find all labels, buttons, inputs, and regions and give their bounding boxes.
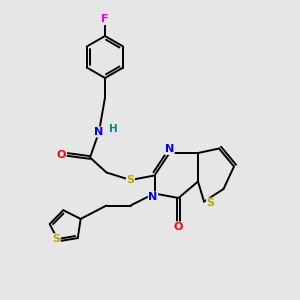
Text: O: O xyxy=(56,149,66,160)
Text: F: F xyxy=(101,14,109,25)
Text: N: N xyxy=(165,144,174,154)
Text: N: N xyxy=(94,127,103,137)
Text: S: S xyxy=(207,198,214,208)
Text: H: H xyxy=(109,124,118,134)
Text: O: O xyxy=(174,222,183,232)
Text: S: S xyxy=(52,234,60,244)
Text: N: N xyxy=(148,192,158,202)
Text: S: S xyxy=(127,175,134,185)
